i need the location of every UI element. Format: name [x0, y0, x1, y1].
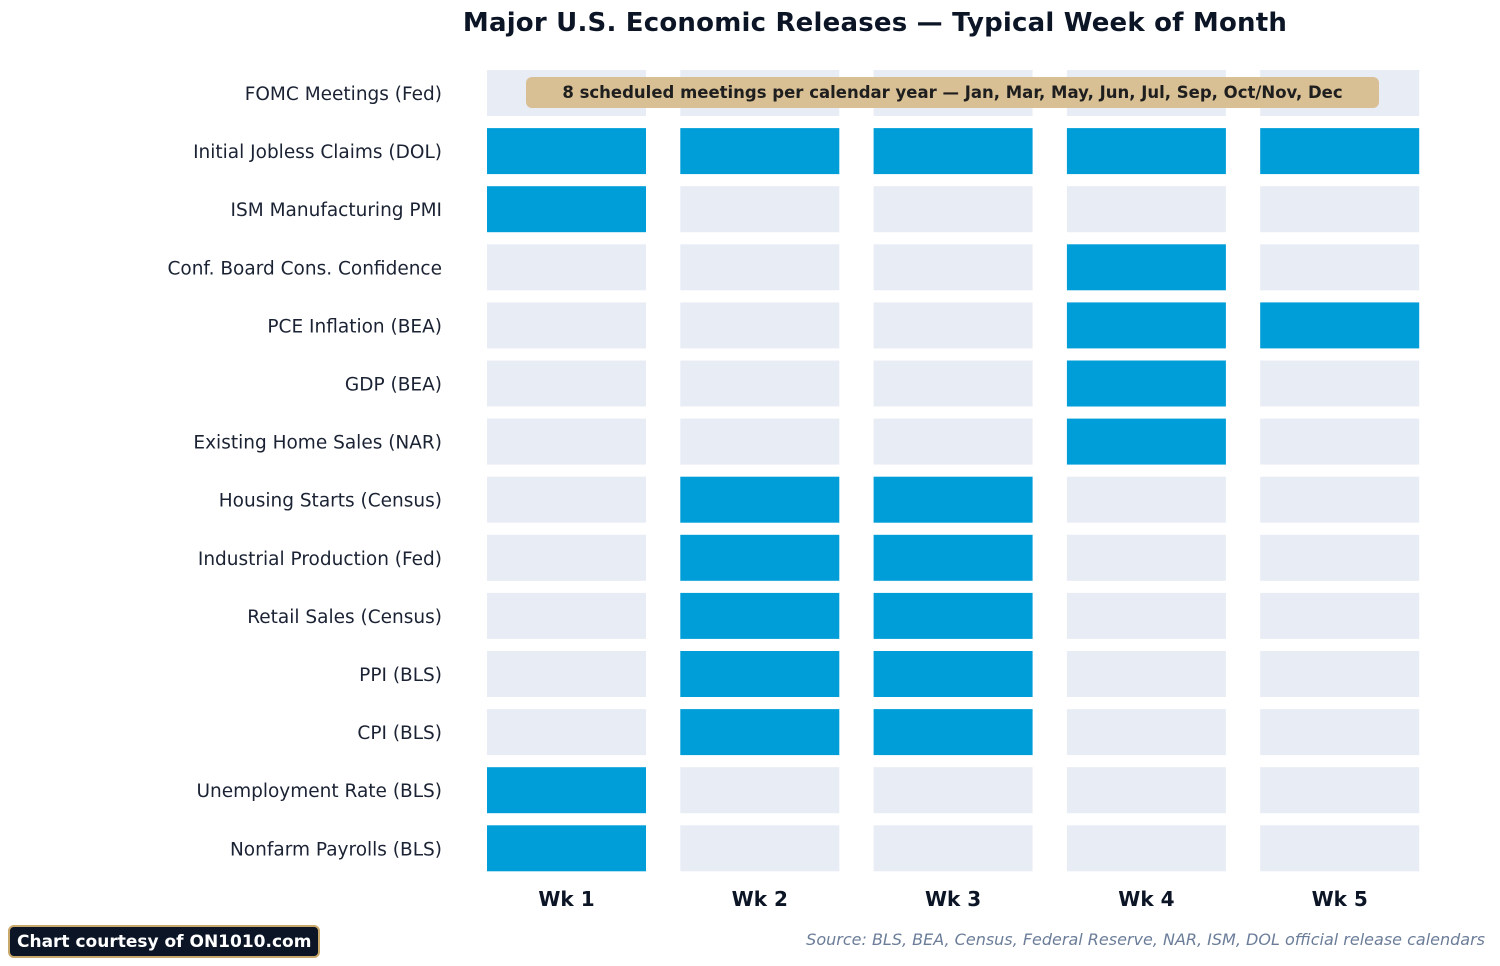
heatmap-cell [487, 302, 646, 349]
heatmap-cell [680, 651, 840, 697]
heatmap-cell [1260, 476, 1420, 523]
heatmap-cell [680, 186, 840, 233]
heatmap-cell [680, 709, 840, 756]
heatmap-cell [1260, 186, 1420, 233]
heatmap-cell [680, 360, 840, 407]
row-label: Retail Sales (Census) [247, 607, 442, 628]
heatmap-cell [1260, 709, 1420, 756]
heatmap-cell [1066, 186, 1226, 233]
heatmap-cell [680, 592, 840, 639]
heatmap-cell [1260, 767, 1420, 814]
heatmap-cell [1260, 244, 1420, 291]
row-label: ISM Manufacturing PMI [231, 200, 442, 221]
heatmap-cell [487, 186, 646, 233]
heatmap-cell [487, 244, 646, 291]
heatmap-cell [1066, 360, 1226, 407]
heatmap-cell [1066, 128, 1226, 175]
heatmap-cells [487, 70, 1420, 872]
row-label: Unemployment Rate (BLS) [196, 781, 442, 802]
row-label: PPI (BLS) [359, 665, 442, 686]
column-label: Wk 3 [925, 887, 981, 911]
heatmap-cell [873, 709, 1033, 756]
heatmap-cell [1066, 592, 1226, 639]
column-label: Wk 2 [732, 887, 788, 911]
row-label: Nonfarm Payrolls (BLS) [230, 839, 442, 860]
heatmap-cell [1066, 651, 1226, 697]
heatmap-cell [1066, 534, 1226, 581]
column-label: Wk 4 [1118, 887, 1174, 911]
source-note: Source: BLS, BEA, Census, Federal Reserv… [806, 930, 1485, 949]
column-label: Wk 1 [538, 887, 594, 911]
fomc-annotation: 8 scheduled meetings per calendar year —… [526, 77, 1379, 108]
row-label: Conf. Board Cons. Confidence [167, 258, 442, 279]
heatmap-cell [1066, 418, 1226, 465]
heatmap-cell [1066, 244, 1226, 291]
chart-title: Major U.S. Economic Releases — Typical W… [462, 8, 1288, 38]
heatmap-cell [680, 418, 840, 465]
heatmap-cell [873, 128, 1033, 175]
heatmap-cell [1260, 360, 1420, 407]
column-label: Wk 5 [1312, 887, 1368, 911]
heatmap-cell [680, 767, 840, 814]
heatmap-cell [680, 128, 840, 175]
heatmap-cell [680, 476, 840, 523]
heatmap-cell [487, 592, 646, 639]
row-label: Industrial Production (Fed) [198, 549, 442, 570]
heatmap-cell [873, 767, 1033, 814]
heatmap-cell [487, 534, 646, 581]
heatmap-cell [680, 302, 840, 349]
heatmap-cell [487, 418, 646, 465]
heatmap-cell [1260, 418, 1420, 465]
heatmap-cell [1260, 128, 1420, 175]
heatmap-cell [1066, 825, 1226, 872]
credit-badge[interactable]: Chart courtesy of ON1010.com [8, 925, 321, 958]
heatmap-cell [873, 360, 1033, 407]
heatmap-cell [680, 244, 840, 291]
heatmap-cell [1260, 592, 1420, 639]
heatmap-cell [1260, 825, 1420, 872]
heatmap-cell [680, 534, 840, 581]
row-label: FOMC Meetings (Fed) [245, 84, 442, 105]
heatmap-cell [487, 360, 646, 407]
heatmap-cell [873, 302, 1033, 349]
heatmap-cell [873, 534, 1033, 581]
heatmap-cell [873, 592, 1033, 639]
heatmap-cell [487, 709, 646, 756]
row-label: Existing Home Sales (NAR) [193, 433, 442, 454]
row-label: Initial Jobless Claims (DOL) [193, 142, 442, 163]
heatmap-cell [873, 825, 1033, 872]
heatmap-cell [873, 476, 1033, 523]
heatmap-cell [1260, 651, 1420, 697]
heatmap-cell [1066, 302, 1226, 349]
row-label: Housing Starts (Census) [219, 491, 442, 512]
heatmap-cell [873, 418, 1033, 465]
heatmap-cell [1066, 709, 1226, 756]
heatmap-cell [487, 128, 646, 175]
heatmap-cell [680, 825, 840, 872]
row-label: PCE Inflation (BEA) [267, 316, 442, 337]
column-labels: Wk 1 Wk 2 Wk 3 Wk 4 Wk 5 [538, 887, 1367, 911]
heatmap-cell [1066, 476, 1226, 523]
row-label: GDP (BEA) [345, 375, 442, 396]
heatmap-cell [487, 476, 646, 523]
heatmap-cell [1066, 767, 1226, 814]
heatmap-cell [873, 186, 1033, 233]
row-label: CPI (BLS) [357, 723, 442, 744]
heatmap-cell [873, 244, 1033, 291]
heatmap-cell [873, 651, 1033, 697]
heatmap-cell [1260, 302, 1420, 349]
row-labels: FOMC Meetings (Fed) Initial Jobless Claim… [167, 84, 442, 860]
heatmap-cell [487, 825, 646, 872]
heatmap-cell [487, 767, 646, 814]
heatmap-cell [1260, 534, 1420, 581]
heatmap-cell [487, 651, 646, 697]
